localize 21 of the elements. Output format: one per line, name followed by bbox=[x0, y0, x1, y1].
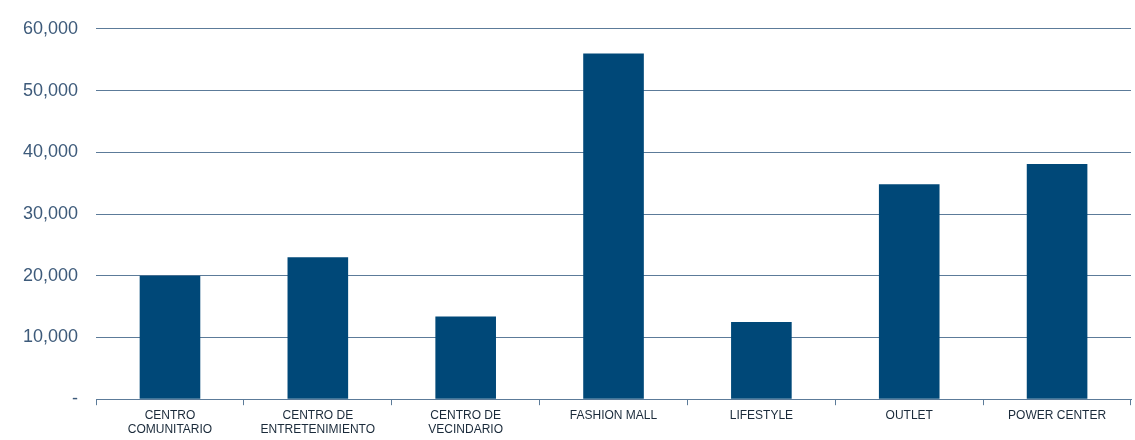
x-tick-label: CENTRO COMUNITARIO bbox=[127, 407, 213, 437]
y-tick-label: 20,000 bbox=[22, 264, 79, 285]
x-tick-label: LIFESTYLE bbox=[729, 407, 794, 422]
bar bbox=[1026, 164, 1088, 399]
bar bbox=[878, 184, 940, 399]
y-tick-label: 50,000 bbox=[22, 79, 79, 100]
bar bbox=[287, 257, 349, 399]
bar bbox=[435, 316, 496, 399]
x-tick-label: CENTRO DE VECINDARIO bbox=[428, 407, 504, 437]
bar bbox=[583, 53, 644, 399]
bar bbox=[731, 322, 792, 399]
y-tick-label: 40,000 bbox=[22, 141, 79, 162]
bar bbox=[139, 275, 201, 399]
x-tick-label: POWER CENTER bbox=[1008, 407, 1107, 422]
y-tick-label: - bbox=[72, 388, 79, 409]
y-tick-label: 60,000 bbox=[22, 17, 79, 38]
y-tick-label: 10,000 bbox=[22, 326, 79, 347]
x-tick-label: CENTRO DE ENTRETENIMIENTO bbox=[260, 407, 376, 437]
y-tick-label: 30,000 bbox=[22, 202, 79, 223]
x-tick-label: OUTLET bbox=[885, 407, 934, 422]
x-tick-label: FASHION MALL bbox=[569, 407, 658, 422]
